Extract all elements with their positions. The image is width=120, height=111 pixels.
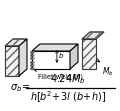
Polygon shape <box>32 44 78 51</box>
Polygon shape <box>5 39 27 46</box>
Text: $4.24M_b$: $4.24M_b$ <box>50 73 86 86</box>
Polygon shape <box>19 39 27 76</box>
Polygon shape <box>5 46 19 76</box>
Polygon shape <box>70 44 78 69</box>
Text: $\sigma_b\!=\!$: $\sigma_b\!=\!$ <box>10 82 30 94</box>
Text: $h[b^2\!+\!3l\ (b\!+\!h)]$: $h[b^2\!+\!3l\ (b\!+\!h)]$ <box>30 89 106 105</box>
Text: Fillet weld (h): Fillet weld (h) <box>35 70 83 79</box>
Text: $b$: $b$ <box>58 51 65 60</box>
Polygon shape <box>32 51 70 69</box>
Polygon shape <box>82 32 104 39</box>
Polygon shape <box>82 39 96 69</box>
Text: $M_b$: $M_b$ <box>102 65 114 77</box>
